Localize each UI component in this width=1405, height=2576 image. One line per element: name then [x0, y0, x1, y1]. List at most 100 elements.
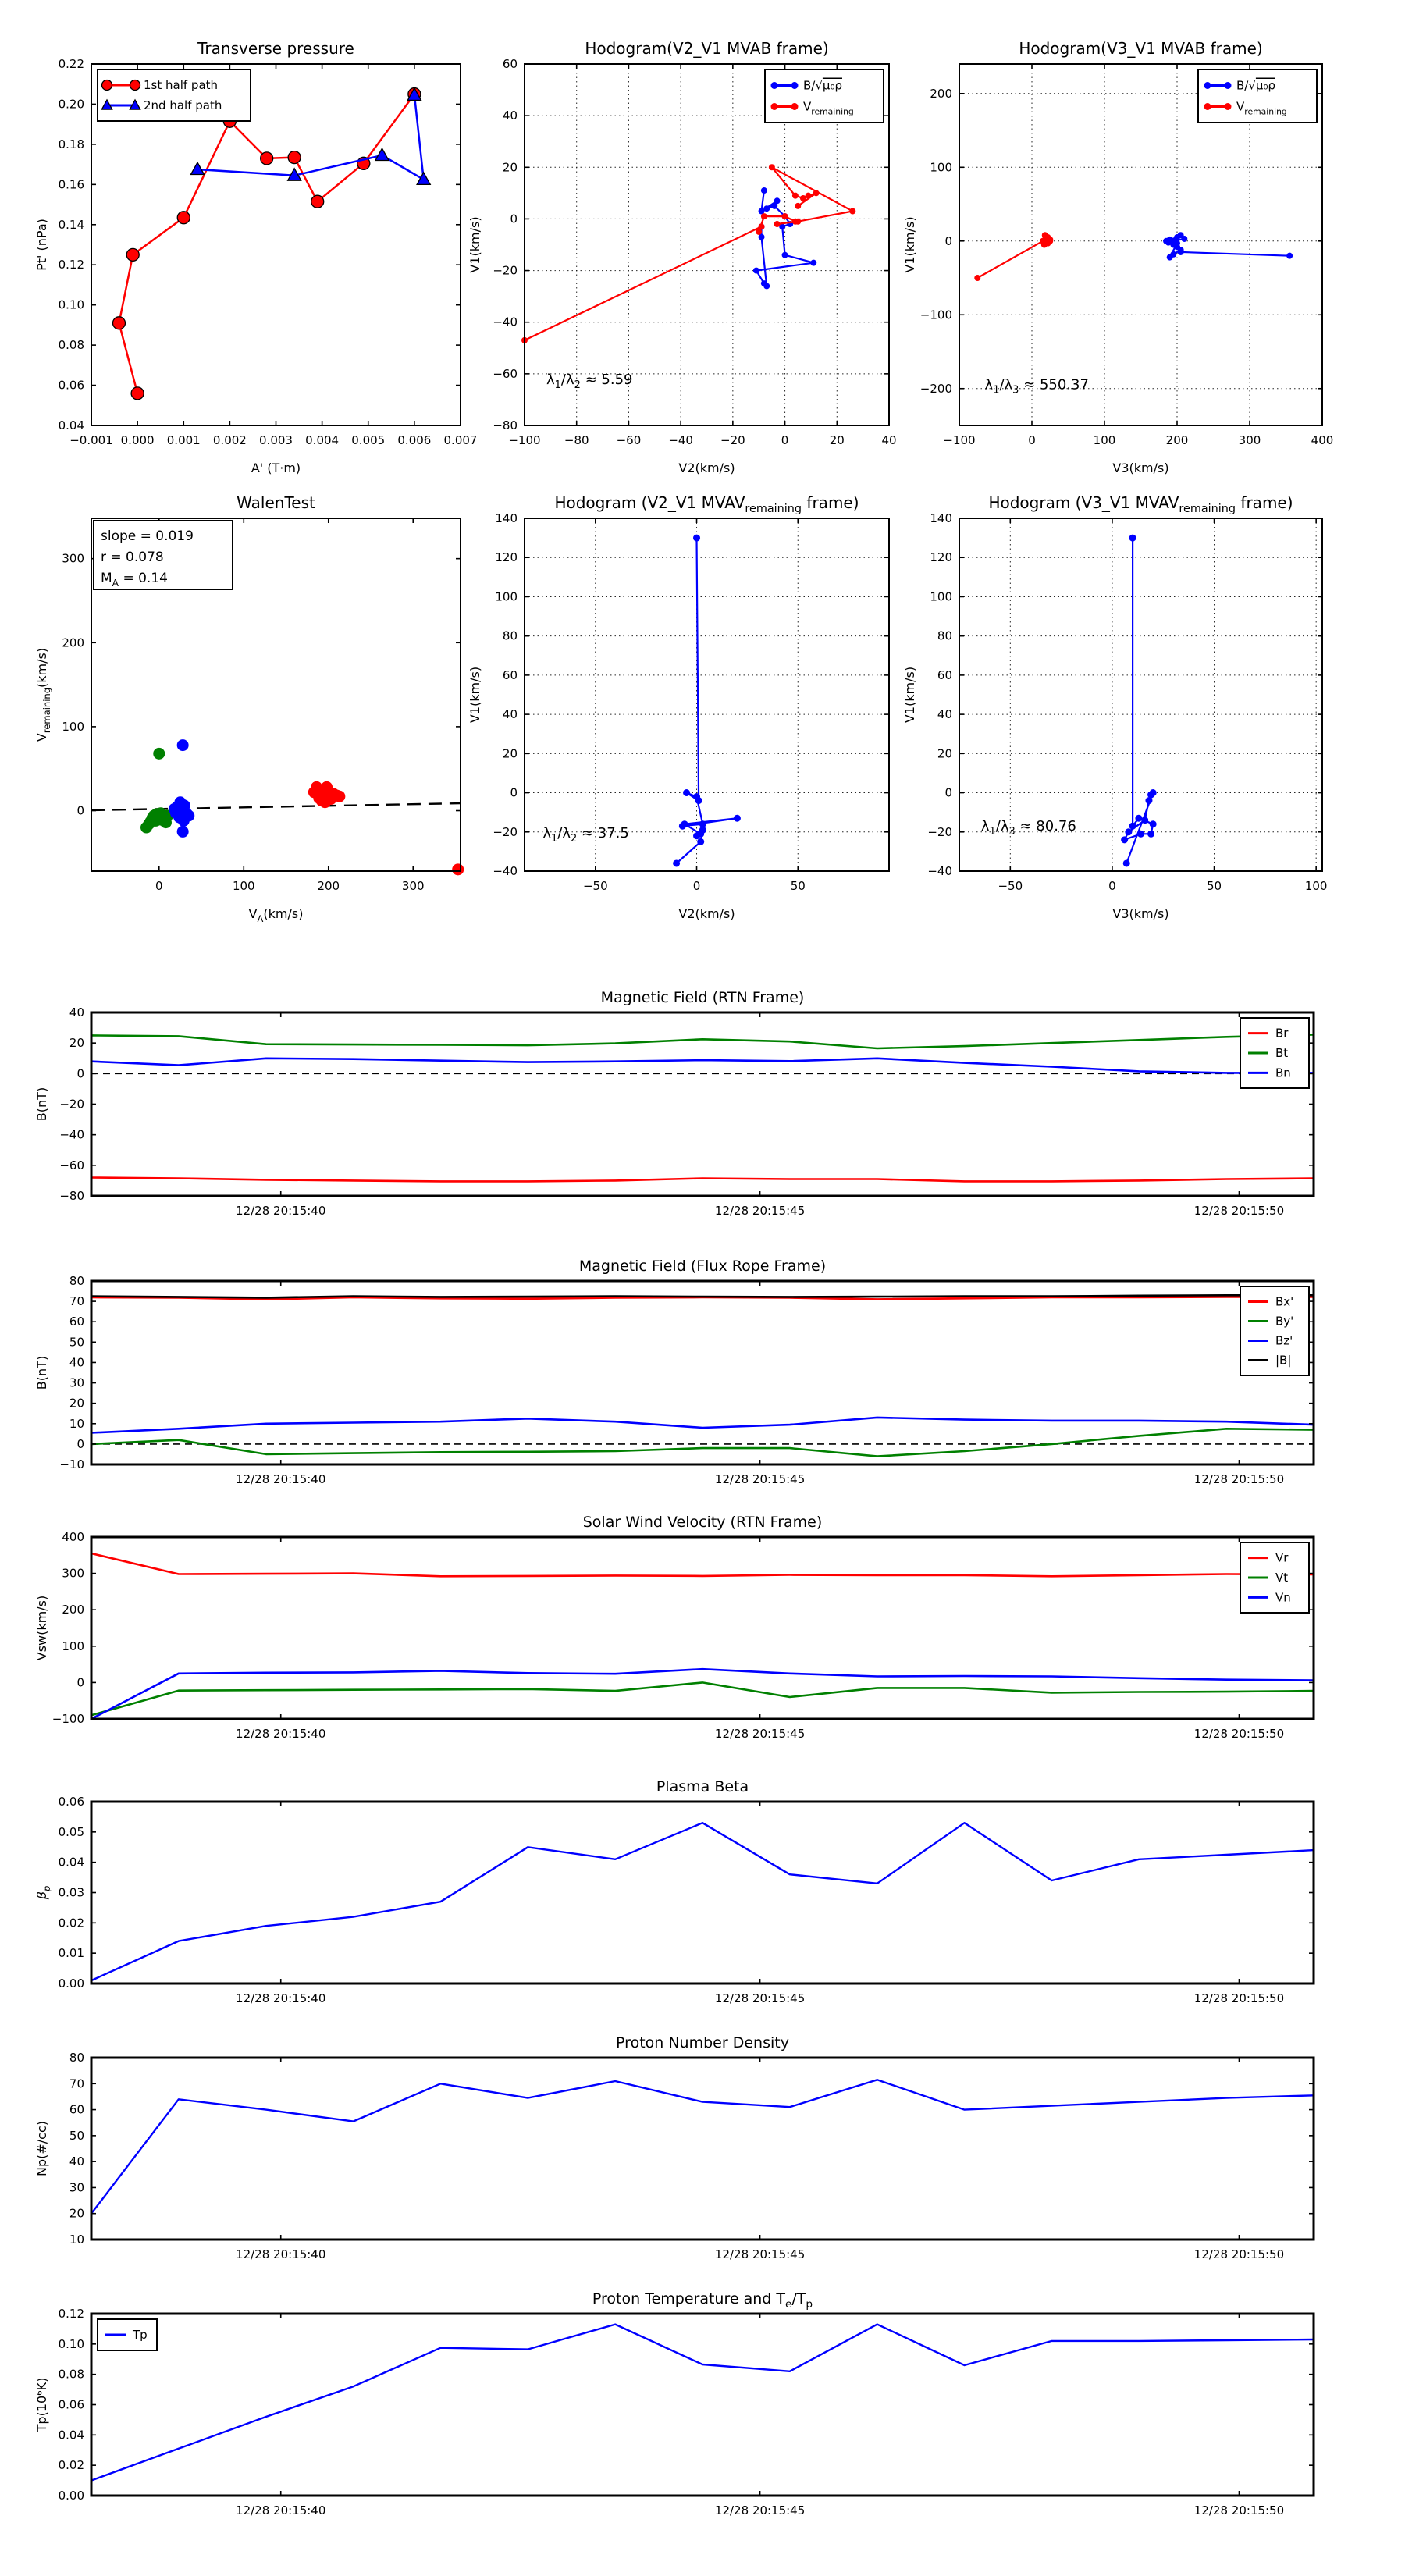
series-V-remaining-line [976, 234, 1051, 279]
series-V-remaining-path-markers [673, 534, 741, 867]
y-tick-label: 0.06 [59, 379, 84, 393]
chart-title: Magnetic Field (RTN Frame) [601, 989, 805, 1006]
legend: 1st half path 2nd half path [97, 69, 251, 122]
series-Bn-line [90, 1057, 1315, 1074]
y-tick-label: 0 [76, 1437, 84, 1451]
data-point [697, 838, 705, 845]
y-axis-label: Tp(10⁶K) [34, 2378, 49, 2433]
x-tick-label: 0.005 [351, 433, 385, 447]
data-point [760, 187, 767, 194]
y-axis-label: V1(km/s) [902, 667, 917, 723]
x-tick-label: 12/28 20:15:40 [236, 1472, 325, 1486]
y-axis-label: Np(#/cc) [34, 2121, 49, 2176]
chart-title: Proton Number Density [616, 2034, 789, 2051]
legend-label: Bn [1275, 1066, 1291, 1080]
legend-label: |B| [1275, 1354, 1291, 1368]
axes-spines [524, 518, 890, 872]
x-tick-label: 100 [1094, 433, 1116, 447]
x-tick-label: 0.003 [259, 433, 293, 447]
series-Br-line [90, 1176, 1315, 1183]
axes-spines [90, 1279, 1315, 1466]
grid [525, 518, 889, 871]
y-tick-label: −200 [920, 382, 952, 396]
axes-spines [91, 518, 461, 872]
legend-label: Bt [1275, 1046, 1288, 1060]
chart-plasma-beta: 12/28 20:15:40 12/28 20:15:45 12/28 20:15:… [34, 1778, 1315, 2005]
data-point [1147, 830, 1155, 838]
y-tick-label: −60 [59, 1158, 84, 1172]
y-axis-label: B(nT) [34, 1356, 49, 1389]
data-point [681, 820, 688, 828]
data-point [758, 208, 765, 215]
legend-frame [1197, 69, 1318, 123]
data-point [774, 221, 781, 228]
y-tick-label: 0.12 [59, 2307, 84, 2321]
y-tick-label: 0.18 [59, 137, 84, 151]
marker [101, 79, 113, 91]
data-point [693, 534, 701, 542]
y-tick-label: 100 [62, 1639, 84, 1653]
data-point [287, 150, 301, 165]
y-tick-label: 100 [495, 589, 518, 603]
y-tick-label: −80 [493, 418, 518, 432]
x-tick-label: 100 [233, 879, 255, 893]
marker [129, 98, 141, 110]
data-point [318, 796, 331, 809]
x-tick-label: −100 [943, 433, 975, 447]
x-tick-label: 0.001 [167, 433, 201, 447]
y-tick-label: −10 [59, 1457, 84, 1471]
data-point [683, 789, 691, 797]
marker [101, 98, 113, 110]
series-first-interval-markers [140, 747, 174, 834]
y-axis-label: V1(km/s) [468, 667, 482, 723]
y-tick-label: 40 [69, 1005, 84, 1019]
chart-hodogram-v3v1-mvab: −100 0 100 200 300 400 −200 −100 0 100 200 Hodogram… [902, 39, 1333, 475]
fit-line [91, 802, 461, 812]
legend-label: Vt [1275, 1571, 1288, 1585]
y-tick-label: 0 [76, 1675, 84, 1689]
x-axis-label: V2(km/s) [678, 461, 735, 475]
chart-solar-wind-velocity: 12/28 20:15:40 12/28 20:15:45 12/28 20:15:… [34, 1514, 1315, 1741]
data-point [974, 275, 981, 282]
x-axis-label: A' (T·m) [251, 461, 301, 475]
y-tick-label: 70 [69, 2076, 84, 2090]
x-tick-label: −60 [617, 433, 642, 447]
x-tick-label: 50 [791, 879, 806, 893]
x-tick-label: 12/28 20:15:40 [236, 2503, 325, 2517]
legend-label: Bz' [1275, 1334, 1293, 1348]
series-V-remaining-path-line [675, 537, 738, 865]
series-Np-line [90, 2079, 1315, 2215]
y-tick-label: 0.02 [59, 2458, 84, 2472]
y-tick-label: 40 [69, 1355, 84, 1369]
x-tick-label: 0.006 [397, 433, 431, 447]
data-point [130, 386, 144, 400]
data-point [286, 167, 302, 181]
data-point [763, 205, 770, 212]
x-tick-label: 0.002 [213, 433, 247, 447]
y-tick-label: 60 [503, 668, 518, 682]
legend-label: Vremaining [803, 100, 854, 117]
axis-ticks: −0.001 0.000 0.001 0.002 0.003 0.004 0.005 0.00… [59, 57, 478, 447]
y-tick-label: 60 [937, 668, 952, 682]
legend-label: Vr [1275, 1551, 1289, 1565]
data-point [260, 151, 274, 165]
y-tick-label: −60 [493, 367, 518, 381]
data-point [779, 223, 786, 230]
data-point [112, 316, 126, 330]
y-tick-label: 0.04 [59, 1856, 84, 1870]
legend-label: Tp [132, 2328, 148, 2342]
x-tick-label: 200 [317, 879, 340, 893]
x-tick-label: −80 [564, 433, 589, 447]
series-V-remaining-markers [521, 164, 856, 343]
axis-ticks: 12/28 20:15:40 12/28 20:15:45 12/28 20:15:… [59, 2307, 1314, 2517]
y-tick-label: 0 [510, 786, 518, 800]
data-point [153, 747, 165, 760]
legend-label: 1st half path [144, 78, 218, 92]
y-tick-label: 40 [69, 2154, 84, 2169]
marker [1204, 82, 1211, 89]
legend-label: 2nd half path [144, 98, 222, 112]
data-point [693, 793, 701, 801]
chart-title: Solar Wind Velocity (RTN Frame) [583, 1514, 823, 1531]
